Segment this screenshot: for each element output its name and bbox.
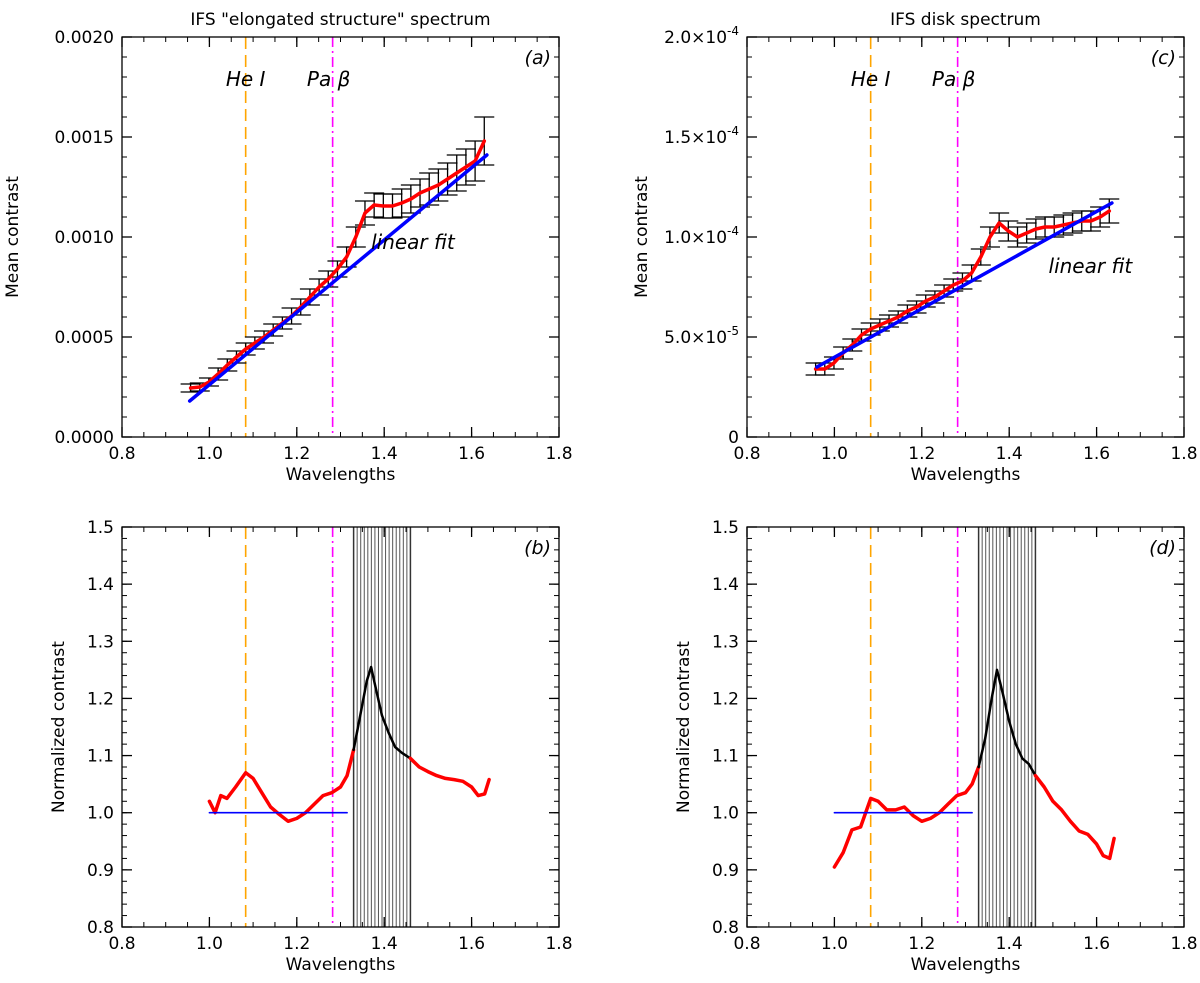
x-tick-label: 1.2	[283, 444, 310, 464]
y-tick-label: 1.1	[87, 747, 114, 767]
x-tick-label: 1.8	[1170, 444, 1197, 464]
x-tick-label: 1.6	[458, 444, 485, 464]
y-tick-label: 0.0020	[55, 28, 114, 48]
series-line	[977, 668, 1037, 777]
x-tick-label: 1.0	[196, 444, 223, 464]
y-tick-label: 0.0005	[55, 328, 114, 348]
linear-fit-label: linear fit	[371, 230, 456, 254]
y-tick-label: 2.0×10-4	[664, 24, 739, 48]
y-axis-label: Normalized contrast	[49, 641, 69, 813]
panel-3	[746, 526, 1185, 928]
x-tick-label: 1.4	[371, 444, 398, 464]
y-tick-label: 5.0×10-5	[664, 324, 739, 348]
y-tick-label: 1.5×10-4	[664, 124, 739, 148]
x-tick-label: 1.2	[908, 444, 935, 464]
y-tick-exponent: -4	[727, 124, 739, 138]
y-tick-mantissa: 1.5×10	[664, 128, 727, 148]
x-tick-label: 0.8	[108, 934, 135, 954]
x-axis-label: Wavelengths	[286, 955, 396, 975]
y-tick-label: 1.5	[87, 518, 114, 538]
y-tick-label: 1.0×10-4	[664, 224, 739, 248]
series-line	[352, 665, 412, 760]
he-i-label: He I	[226, 67, 266, 91]
series-line	[207, 748, 356, 824]
series-line	[408, 756, 491, 798]
panel-label: (c)	[1151, 47, 1176, 69]
x-axis-label: Wavelengths	[911, 955, 1021, 975]
linear-fit-label: linear fit	[1049, 254, 1134, 278]
series-line	[813, 209, 1112, 371]
plot-frame	[121, 526, 560, 928]
x-tick-label: 1.8	[545, 444, 572, 464]
x-axis-label: Wavelengths	[286, 465, 396, 485]
panel-label: (b)	[524, 537, 551, 559]
y-tick-exponent: -4	[727, 24, 739, 38]
plot-frame	[746, 36, 1185, 438]
x-axis-label: Wavelengths	[911, 465, 1021, 485]
x-tick-label: 1.6	[1083, 934, 1110, 954]
y-tick-exponent: -4	[727, 224, 739, 238]
y-tick-label: 1.1	[712, 747, 739, 767]
series-linear-fit	[187, 153, 489, 403]
y-tick-label: 1.0	[87, 804, 114, 824]
y-tick-mantissa: 5.0×10	[664, 328, 727, 348]
y-tick-label: 0.0000	[55, 428, 114, 448]
y-tick-label: 0.0015	[55, 128, 114, 148]
y-tick-mantissa: 2.0×10	[664, 28, 727, 48]
x-tick-label: 1.6	[458, 934, 485, 954]
y-tick-label: 0.8	[712, 918, 739, 938]
plot-frame	[121, 36, 560, 438]
x-tick-label: 1.4	[996, 444, 1023, 464]
y-axis-label: Mean contrast	[3, 176, 23, 298]
y-axis-label: Normalized contrast	[674, 641, 694, 813]
x-tick-label: 0.8	[108, 444, 135, 464]
series-line	[832, 765, 981, 869]
y-tick-label: 1.2	[87, 689, 114, 709]
y-tick-label: 0.0010	[55, 228, 114, 248]
x-tick-label: 1.0	[821, 444, 848, 464]
x-tick-label: 0.8	[733, 934, 760, 954]
y-tick-exponent: -5	[727, 324, 739, 338]
y-axis-label: Mean contrast	[632, 176, 652, 298]
y-tick-label: 1.5	[712, 518, 739, 538]
x-tick-label: 1.0	[821, 934, 848, 954]
y-tick-mantissa: 1.0×10	[664, 228, 727, 248]
pa-beta-label: Pa β	[932, 67, 976, 91]
chart-title: IFS disk spectrum	[890, 10, 1041, 30]
y-tick-label: 0.9	[87, 861, 114, 881]
panel-label: (a)	[525, 47, 551, 69]
series-line	[1033, 773, 1116, 861]
panel-1	[121, 526, 560, 928]
x-tick-label: 1.4	[996, 934, 1023, 954]
panel-0	[121, 36, 560, 438]
y-tick-label: 0	[728, 428, 739, 448]
panel-label: (d)	[1149, 537, 1176, 559]
he-i-label: He I	[851, 67, 891, 91]
series-line	[188, 139, 487, 390]
x-tick-label: 0.8	[733, 444, 760, 464]
y-tick-mantissa: 0	[728, 428, 739, 448]
y-tick-label: 1.4	[712, 575, 739, 595]
pa-beta-label: Pa β	[307, 67, 351, 91]
y-tick-label: 1.3	[712, 632, 739, 652]
x-tick-label: 1.6	[1083, 444, 1110, 464]
x-tick-label: 1.0	[196, 934, 223, 954]
x-tick-label: 1.4	[371, 934, 398, 954]
y-tick-label: 1.0	[712, 804, 739, 824]
plot-frame	[746, 526, 1185, 928]
x-tick-label: 1.2	[283, 934, 310, 954]
x-tick-label: 1.2	[908, 934, 935, 954]
x-tick-label: 1.8	[1170, 934, 1197, 954]
y-tick-label: 1.4	[87, 575, 114, 595]
errorbars	[180, 116, 495, 393]
chart-title: IFS "elongated structure" spectrum	[190, 10, 490, 30]
panel-2	[746, 36, 1185, 438]
x-tick-label: 1.8	[545, 934, 572, 954]
y-tick-label: 0.8	[87, 918, 114, 938]
y-tick-label: 1.3	[87, 632, 114, 652]
y-tick-label: 0.9	[712, 861, 739, 881]
y-tick-label: 1.2	[712, 689, 739, 709]
series-linear-fit	[815, 201, 1114, 369]
